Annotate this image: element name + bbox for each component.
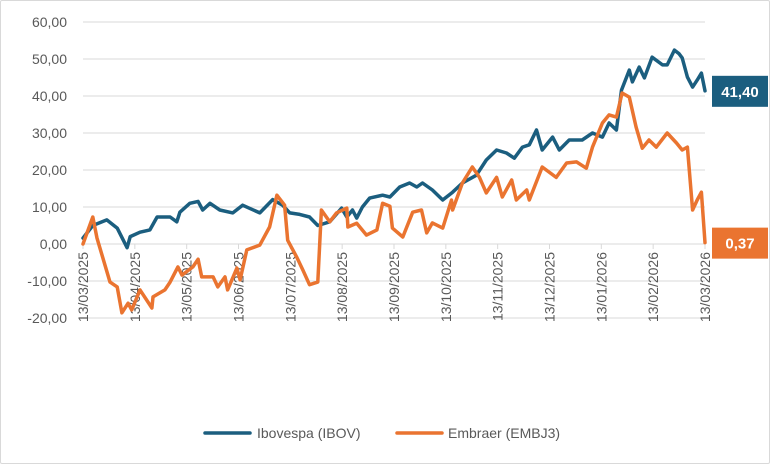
end-labels: 41,40 0,37 <box>712 75 768 259</box>
end-label-box <box>712 75 768 107</box>
y-tick-label: -20,00 <box>27 310 67 326</box>
x-tick-label: 13/09/2025 <box>386 252 402 322</box>
end-label-value: 41,40 <box>721 84 759 101</box>
y-tick-label: 0,00 <box>40 236 67 252</box>
legend-label: Embraer (EMBJ3) <box>448 425 560 441</box>
end-label-value: 0,37 <box>725 236 754 253</box>
x-tick-label: 13/01/2026 <box>593 252 609 322</box>
y-tick-label: 60,00 <box>32 14 67 30</box>
x-tick-label: 13/07/2025 <box>282 252 298 322</box>
x-tick-label: 13/03/2026 <box>697 252 713 322</box>
x-tick-label: 13/12/2025 <box>542 252 558 322</box>
y-tick-label: 40,00 <box>32 88 67 104</box>
x-tick-label: 13/02/2026 <box>645 252 661 322</box>
x-tick-label: 13/10/2025 <box>438 252 454 322</box>
series-line-ibov <box>81 48 707 250</box>
x-tick-label: 13/03/2025 <box>75 252 91 322</box>
y-tick-label: 10,00 <box>32 199 67 215</box>
end-label-box <box>712 227 768 259</box>
y-axis-ticks: -20,00 -10,00 0,00 10,00 20,00 30,00 40,00 50,0… <box>27 14 67 326</box>
y-tick-label: 50,00 <box>32 51 67 67</box>
series-lines <box>81 48 707 315</box>
x-tick-label: 13/05/2025 <box>179 252 195 322</box>
y-tick-label: -10,00 <box>27 273 67 289</box>
x-tick-label: 13/08/2025 <box>334 252 350 322</box>
legend-label: Ibovespa (IBOV) <box>257 425 361 441</box>
legend: Ibovespa (IBOV) Embraer (EMBJ3) <box>203 425 560 441</box>
x-tick-label: 13/04/2025 <box>127 252 143 322</box>
series-line-embj3 <box>81 91 707 315</box>
y-tick-label: 20,00 <box>32 162 67 178</box>
x-tick-label: 13/11/2025 <box>490 252 506 321</box>
y-tick-label: 30,00 <box>32 125 67 141</box>
